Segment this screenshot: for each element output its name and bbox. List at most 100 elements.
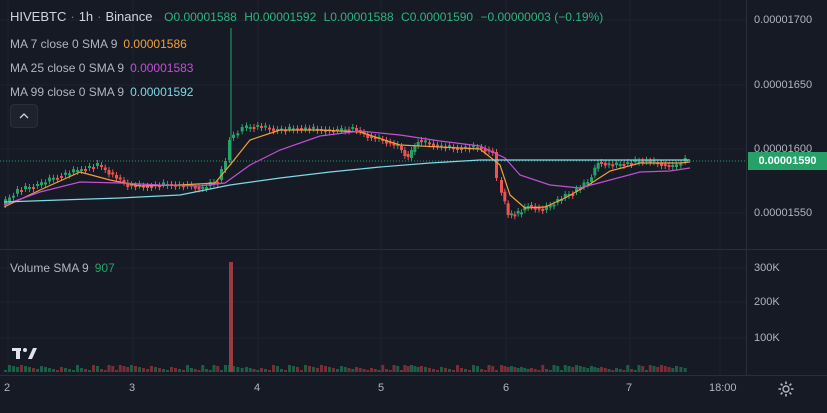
- volume-bar: [166, 370, 169, 372]
- indicator-ma25[interactable]: MA 25 close 0 SMA 9 0.00001583: [10, 61, 193, 75]
- volume-bar: [575, 365, 578, 372]
- volume-bar: [586, 368, 590, 372]
- volume-indicator[interactable]: Volume SMA 9 907: [10, 261, 115, 275]
- volume-bar: [548, 370, 552, 372]
- volume-bar: [232, 366, 235, 372]
- candle-body: [448, 145, 451, 148]
- candle-body: [76, 170, 79, 172]
- candle-body: [111, 172, 115, 175]
- volume-bar: [103, 370, 107, 372]
- volume-bar: [142, 368, 145, 372]
- volume-bar: [216, 366, 220, 372]
- candle-body: [68, 173, 71, 176]
- candle-body: [130, 184, 133, 187]
- chart-plot-area[interactable]: [0, 0, 746, 375]
- high-value: H0.00001592: [244, 10, 317, 24]
- candle-body: [510, 213, 513, 216]
- close-value: C0.00001590: [401, 10, 474, 24]
- volume-bar: [28, 367, 31, 372]
- interval-label[interactable]: 1h: [78, 9, 94, 24]
- candle-body: [541, 208, 545, 211]
- volume-bar: [560, 370, 563, 372]
- candle-body: [268, 127, 271, 130]
- volume-bar: [582, 367, 586, 372]
- volume-bar: [403, 365, 407, 372]
- candle-body: [256, 125, 260, 127]
- indicator-ma7[interactable]: MA 7 close 0 SMA 9 0.00001586: [10, 37, 187, 51]
- price-axis[interactable]: 0.00001700 0.00001650 0.00001600 0.00001…: [748, 0, 827, 375]
- volume-bar: [68, 369, 71, 372]
- volume-bar: [671, 368, 675, 372]
- volume-bar: [388, 370, 392, 372]
- candle-body: [637, 160, 641, 163]
- tradingview-logo[interactable]: [12, 345, 38, 361]
- volume-bar: [660, 365, 663, 372]
- volume-bar: [424, 367, 427, 372]
- pane-divider[interactable]: [0, 249, 827, 250]
- volume-tick: 200K: [754, 296, 780, 308]
- candle-body: [633, 159, 637, 163]
- volume-bar: [256, 370, 260, 372]
- volume-bar: [212, 365, 216, 372]
- time-axis-divider: [0, 375, 827, 376]
- candle-body: [228, 140, 231, 160]
- volume-bar: [208, 370, 212, 372]
- volume-bar: [545, 369, 548, 372]
- symbol-name[interactable]: HIVEBTC: [10, 9, 67, 24]
- candle-body: [424, 140, 427, 143]
- volume-bar: [80, 368, 83, 372]
- volume-bar: [260, 368, 263, 372]
- candle-body: [44, 182, 47, 185]
- volume-bar: [611, 370, 615, 372]
- volume-bar: [355, 367, 358, 372]
- volume-bar: [683, 368, 687, 372]
- time-axis[interactable]: 2 3 4 5 6 7 18:00: [0, 376, 746, 413]
- candle-body: [84, 169, 87, 171]
- collapse-indicators-button[interactable]: [10, 104, 38, 128]
- candle-body: [347, 129, 351, 132]
- volume-bar: [308, 366, 311, 372]
- candle-body: [370, 136, 373, 138]
- candle-body: [440, 145, 443, 148]
- open-value: O0.00001588: [164, 10, 237, 24]
- volume-bar: [8, 365, 11, 372]
- candle-body: [406, 154, 410, 157]
- volume-bar: [358, 368, 362, 372]
- candle-body: [103, 167, 107, 170]
- candle-body: [232, 134, 235, 138]
- candle-body: [32, 187, 35, 189]
- candle-body: [276, 129, 279, 131]
- candle-body: [100, 165, 103, 167]
- volume-bar: [420, 366, 423, 372]
- candle-body: [351, 127, 355, 129]
- volume-bar: [500, 365, 503, 372]
- candle-body: [48, 177, 51, 182]
- candle-body: [667, 165, 671, 167]
- volume-bar: [316, 368, 319, 372]
- volume-bar: [413, 366, 417, 372]
- candle-body: [571, 194, 575, 196]
- volume-bar: [448, 369, 451, 372]
- candle-body: [88, 166, 91, 168]
- volume-bar: [4, 370, 7, 372]
- volume-bar: [552, 365, 556, 372]
- candle-body: [472, 145, 475, 148]
- volume-bar: [60, 367, 63, 372]
- candle-body: [60, 176, 63, 178]
- volume-bar: [182, 370, 185, 372]
- candle-body: [197, 187, 201, 190]
- volume-bar: [146, 369, 149, 372]
- indicator-ma99[interactable]: MA 99 close 0 SMA 9 0.00001592: [10, 85, 193, 99]
- volume-bar: [563, 365, 567, 372]
- candle-body: [245, 125, 248, 128]
- volume-bar: [32, 368, 35, 372]
- price-tick: 0.00001700: [754, 14, 813, 26]
- gear-icon[interactable]: [777, 380, 795, 398]
- symbol-header: HIVEBTC · 1h · Binance O0.00001588 H0.000015…: [10, 9, 604, 24]
- volume-bar: [530, 368, 533, 372]
- volume-bar: [76, 365, 79, 372]
- volume-bar: [452, 370, 455, 372]
- volume-bar: [343, 367, 347, 372]
- candle-body: [618, 164, 622, 166]
- volume-bar: [526, 369, 530, 372]
